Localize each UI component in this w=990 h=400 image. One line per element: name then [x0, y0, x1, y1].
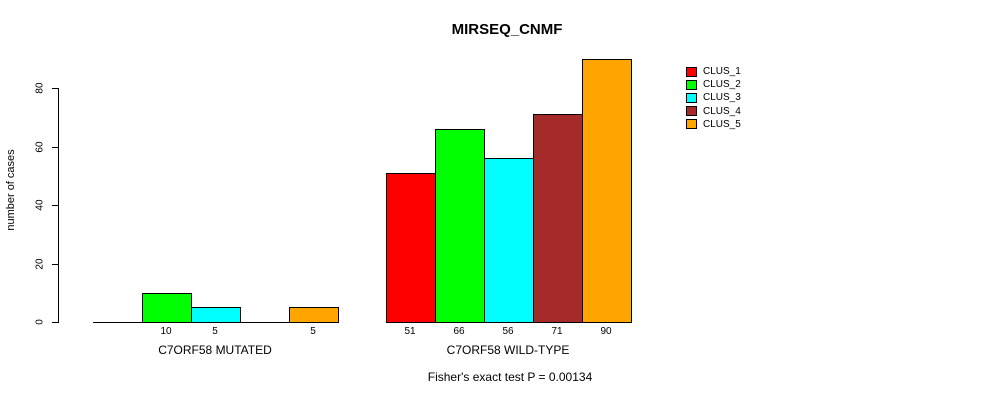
bar-value-label: 5: [212, 326, 218, 337]
bar-wildtype-clus_2: [434, 128, 485, 323]
legend-item: CLUS_5: [686, 118, 741, 131]
y-axis-tick-label: 40: [34, 199, 46, 211]
y-axis-tick: [52, 322, 58, 323]
fisher-test-annotation: Fisher's exact test P = 0.00134: [427, 370, 593, 384]
legend-label: CLUS_3: [703, 92, 741, 104]
bar-value-label: 66: [453, 326, 465, 337]
y-axis-tick: [52, 146, 58, 148]
legend-item: CLUS_1: [686, 65, 741, 78]
y-axis-tick-label: 80: [34, 82, 46, 94]
legend-color-swatch: [686, 119, 697, 130]
bar-value-label: 5: [310, 326, 316, 337]
legend-label: CLUS_1: [703, 66, 741, 78]
bar-mutated-clus_2: [141, 292, 192, 323]
y-axis-title: number of cases: [5, 149, 17, 231]
bar-wildtype-clus_3: [483, 158, 534, 323]
y-axis-tick-label: 20: [34, 257, 46, 270]
y-axis-tick: [52, 205, 58, 206]
legend-color-swatch: [686, 79, 697, 90]
bar-value-label: 10: [160, 326, 172, 337]
bar-mutated-clus_5: [288, 307, 339, 323]
bar-value-label: 56: [502, 326, 514, 337]
legend-color-swatch: [686, 66, 697, 77]
bar-mutated-clus_3: [190, 307, 241, 323]
y-axis-tick: [52, 263, 58, 265]
legend: CLUS_1 CLUS_2 CLUS_3 CLUS_4 CLUS_5: [686, 65, 741, 131]
y-axis-tick-label: 60: [34, 140, 46, 153]
bar-wildtype-clus_1: [385, 172, 436, 323]
chart-title: MIRSEQ_CNMF: [451, 21, 563, 38]
legend-color-swatch: [686, 92, 697, 103]
legend-label: CLUS_5: [703, 118, 741, 130]
legend-label: CLUS_4: [703, 105, 741, 117]
group-label-wildtype: C7ORF58 WILD-TYPE: [446, 343, 570, 357]
y-axis-line: [58, 88, 59, 323]
bar-value-label: 90: [600, 326, 612, 337]
bar-wildtype-clus_5: [581, 58, 632, 323]
legend-item: CLUS_4: [686, 105, 741, 118]
y-axis-tick-label: 0: [34, 319, 46, 325]
bar-value-label: 51: [404, 326, 416, 337]
bar-wildtype-clus_4: [532, 114, 583, 323]
legend-label: CLUS_2: [703, 79, 741, 91]
legend-item: CLUS_3: [686, 91, 741, 104]
bar-value-label: 71: [551, 326, 563, 337]
legend-color-swatch: [686, 106, 697, 117]
group-label-mutated: C7ORF58 MUTATED: [158, 343, 272, 357]
legend-item: CLUS_2: [686, 78, 741, 91]
y-axis-tick: [52, 88, 58, 89]
